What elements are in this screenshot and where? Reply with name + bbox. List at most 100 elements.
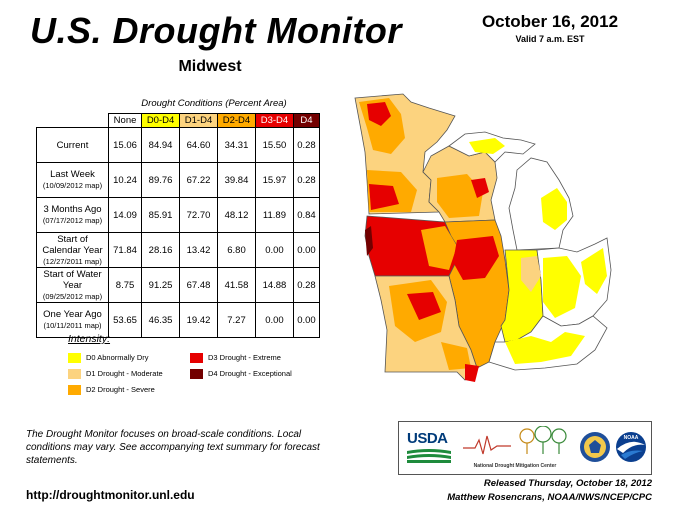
patch-d3-boot bbox=[465, 364, 479, 382]
row-label-date: (12/27/2011 map) bbox=[43, 256, 102, 266]
table-cell: 14.09 bbox=[107, 197, 143, 233]
commerce-seal-icon bbox=[579, 431, 611, 463]
patch-d4-ia bbox=[365, 226, 373, 256]
column-header: D3-D4 bbox=[254, 113, 294, 128]
legend-title: Intensity: bbox=[68, 333, 111, 345]
patch-d3-wi bbox=[471, 178, 489, 198]
table-cell: 13.42 bbox=[179, 232, 218, 268]
patch-d2-mo-se bbox=[441, 342, 471, 370]
usda-field-icon bbox=[407, 449, 451, 463]
legend-label: D4 Drought - Exceptional bbox=[208, 369, 292, 378]
legend-swatch bbox=[68, 353, 81, 364]
table-cell: 15.97 bbox=[254, 162, 294, 198]
legend-item: D0 Abnormally Dry bbox=[68, 353, 149, 364]
noaa-logo: NOAA bbox=[615, 431, 647, 463]
patch-d0-mi-up bbox=[469, 138, 505, 154]
release-date: Released Thursday, October 18, 2012 bbox=[483, 478, 652, 489]
table-row: Last Week (10/09/2012 map) 10.24 89.76 67.22… bbox=[36, 162, 321, 198]
row-label: Start of Calendar Year (12/27/2011 map) bbox=[36, 232, 109, 268]
patch-d0-mi bbox=[541, 188, 567, 230]
valid-time: Valid 7 a.m. EST bbox=[515, 34, 585, 44]
table-cell: 11.89 bbox=[254, 197, 294, 233]
row-label: 3 Months Ago (07/17/2012 map) bbox=[36, 197, 109, 233]
author: Matthew Rosencrans, NOAA/NWS/NCEP/CPC bbox=[447, 492, 652, 503]
patch-d3-mn bbox=[367, 102, 391, 126]
legend-item: D2 Drought - Severe bbox=[68, 385, 155, 396]
table-cell: 46.35 bbox=[141, 302, 181, 338]
table-cell: 85.91 bbox=[141, 197, 181, 233]
table-cell: 72.70 bbox=[179, 197, 218, 233]
patch-d0-oh bbox=[543, 256, 581, 318]
table-row: One Year Ago (10/11/2011 map) 53.65 46.35 19… bbox=[36, 302, 321, 338]
row-label-text: Start of Water Year bbox=[43, 268, 102, 291]
row-label-date: (10/09/2012 map) bbox=[42, 181, 103, 190]
table-cell: 6.80 bbox=[217, 232, 256, 268]
map-date: October 16, 2012 bbox=[481, 12, 619, 31]
column-header: D4 bbox=[292, 113, 321, 128]
table-header-row: None D0-D4 D1-D4 D2-D4 D3-D4 D4 bbox=[36, 113, 321, 128]
table-cell: 34.31 bbox=[217, 127, 256, 163]
website-link[interactable]: http://droughtmonitor.unl.edu bbox=[26, 488, 195, 502]
page-title: U.S. Drought Monitor bbox=[30, 10, 402, 51]
table-corner bbox=[36, 113, 109, 128]
table-cell: 0.28 bbox=[292, 127, 321, 163]
column-header: None bbox=[107, 113, 143, 128]
table-cell: 67.48 bbox=[179, 267, 218, 303]
drought-conditions-table: None D0-D4 D1-D4 D2-D4 D3-D4 D4 Current 15.06 8… bbox=[36, 113, 321, 338]
legend-label: D0 Abnormally Dry bbox=[86, 353, 149, 362]
table-row: Start of Water Year (09/25/2012 map) 8.75 9… bbox=[36, 267, 321, 303]
table-cell: 15.50 bbox=[254, 127, 294, 163]
table-cell: 0.84 bbox=[292, 197, 321, 233]
patch-d3-il bbox=[453, 236, 499, 280]
disclaimer-note: The Drought Monitor focuses on broad-sca… bbox=[26, 429, 320, 466]
release-info: Released Thursday, October 18, 2012 Matt… bbox=[380, 477, 652, 505]
legend-swatch bbox=[190, 369, 203, 380]
row-label: Start of Water Year (09/25/2012 map) bbox=[36, 267, 109, 303]
row-label-text: Last Week bbox=[50, 169, 95, 180]
row-label-date: (07/17/2012 map) bbox=[42, 216, 103, 225]
column-header: D0-D4 bbox=[141, 113, 181, 128]
table-row: Current 15.06 84.94 64.60 34.31 15.50 0.28 bbox=[36, 127, 321, 163]
row-label-date: (10/11/2011 map) bbox=[43, 321, 102, 330]
noaa-bird-icon bbox=[616, 432, 646, 462]
legend-label: D3 Drought - Extreme bbox=[208, 353, 281, 362]
table-cell: 71.84 bbox=[107, 232, 143, 268]
table-cell: 91.25 bbox=[141, 267, 181, 303]
table-cell: 15.06 bbox=[107, 127, 143, 163]
patch-d1-in bbox=[521, 256, 541, 292]
row-label: One Year Ago (10/11/2011 map) bbox=[36, 302, 109, 338]
table-cell: 7.27 bbox=[217, 302, 256, 338]
ndmc-logo-text: National Drought Mitigation Center bbox=[473, 463, 557, 469]
table-cell: 14.88 bbox=[254, 267, 294, 303]
legend-swatch bbox=[190, 353, 203, 364]
table-cell: 48.12 bbox=[217, 197, 256, 233]
row-label-text: 3 Months Ago bbox=[43, 204, 102, 215]
table-cell: 0.00 bbox=[292, 232, 321, 268]
legend-item: D1 Drought - Moderate bbox=[68, 369, 163, 380]
table-cell: 89.76 bbox=[141, 162, 181, 198]
table-cell: 10.24 bbox=[107, 162, 143, 198]
midwest-drought-map bbox=[354, 93, 612, 382]
table-cell: 67.22 bbox=[179, 162, 218, 198]
table-row: Start of Calendar Year (12/27/2011 map) 71… bbox=[36, 232, 321, 268]
table-cell: 0.28 bbox=[292, 162, 321, 198]
legend-item: D4 Drought - Exceptional bbox=[190, 369, 292, 380]
table-cell: 39.84 bbox=[217, 162, 256, 198]
table-cell: 0.00 bbox=[292, 302, 321, 338]
table-cell: 8.75 bbox=[107, 267, 143, 303]
patch-d3-mo bbox=[407, 292, 441, 320]
table-row: 3 Months Ago (07/17/2012 map) 14.09 85.91 72… bbox=[36, 197, 321, 233]
table-cell: 84.94 bbox=[141, 127, 181, 163]
patch-d2-il-s bbox=[461, 286, 503, 338]
row-label-date: (09/25/2012 map) bbox=[42, 291, 103, 301]
ndmc-logo: National Drought Mitigation Center bbox=[461, 425, 569, 470]
legend-item: D3 Drought - Extreme bbox=[190, 353, 281, 364]
patch-d2-wi bbox=[437, 174, 483, 218]
table-cell: 0.28 bbox=[292, 267, 321, 303]
column-header: D2-D4 bbox=[217, 113, 256, 128]
region-title: Midwest bbox=[178, 58, 242, 75]
ndmc-trees-icon bbox=[463, 425, 567, 455]
legend-label: D1 Drought - Moderate bbox=[86, 369, 163, 378]
table-cell: 19.42 bbox=[179, 302, 218, 338]
table-cell: 0.00 bbox=[254, 302, 294, 338]
